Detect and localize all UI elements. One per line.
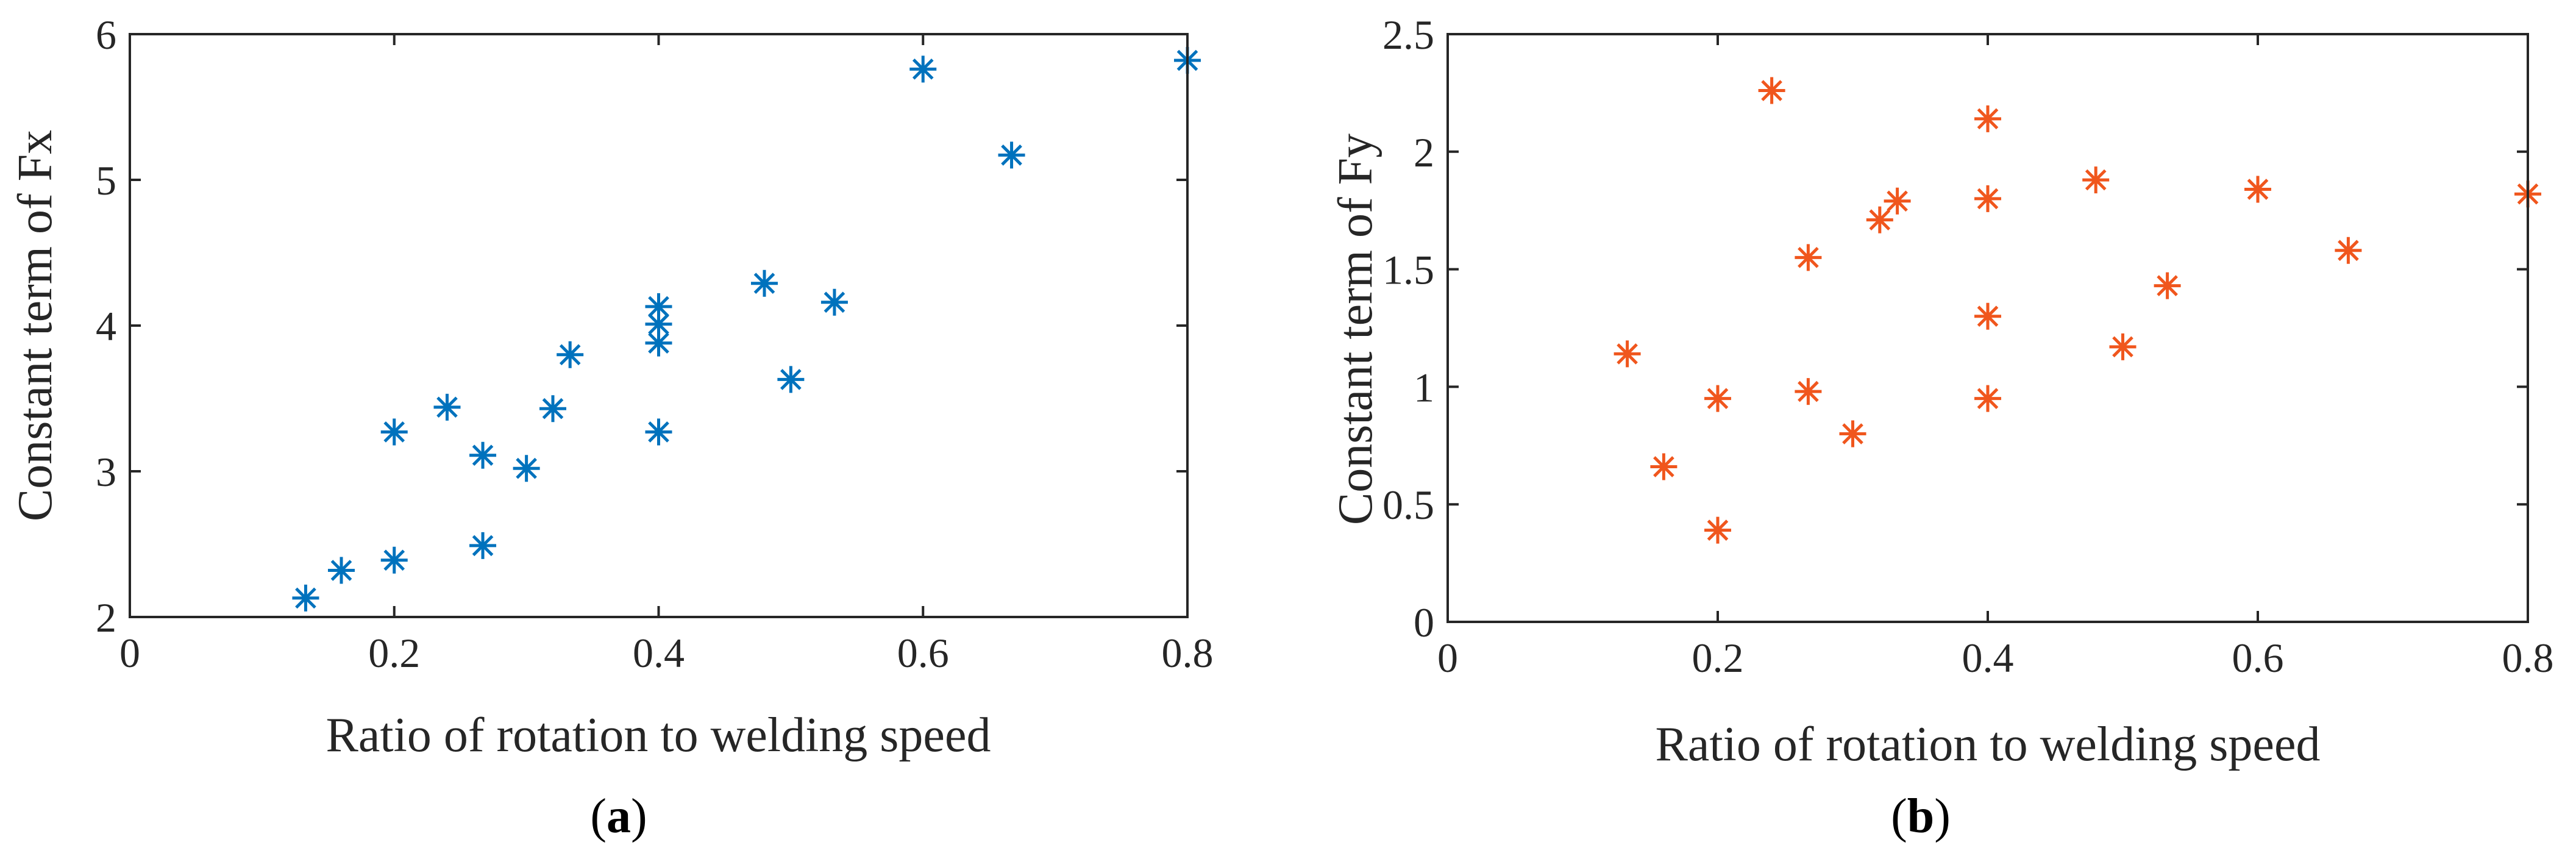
panel-a-caption: (a) (590, 790, 647, 843)
panel-b-data-point (1974, 185, 2001, 212)
panel-a-data-point (557, 341, 584, 368)
panel-b-y-tick-label: 2 (1414, 129, 1434, 176)
panel-b-y-tick-label: 1.5 (1382, 247, 1434, 293)
panel-a-y-axis-label: Constant term of Fx (9, 130, 62, 521)
panel-a-data-point (433, 393, 461, 421)
panel-a-x-axis-label: Ratio of rotation to welding speed (326, 708, 991, 762)
panel-a-marks (292, 47, 1201, 612)
panel-a-data-point (751, 269, 778, 297)
panel-b-data-point (1974, 302, 2001, 330)
panel-b-data-point (2082, 166, 2110, 194)
panel-a-data-point (380, 418, 408, 446)
panel-a-x-axis: 0 0.2 0.4 0.6 0.8 (119, 34, 1214, 676)
panel-b-y-tick-label: 0.5 (1382, 482, 1434, 528)
panel-b-data-point (1795, 244, 1822, 271)
panel-a-data-point (380, 546, 408, 574)
panel-a-x-tick-label: 0.2 (368, 630, 420, 676)
panel-a-y-axis: 2 3 4 5 6 (96, 12, 1187, 641)
panel-b-x-tick-label: 0.4 (1962, 635, 2014, 681)
panel-b-data-point (1650, 453, 1678, 480)
panel-a-data-point (328, 557, 355, 584)
panel-a-data-point (292, 584, 319, 612)
panel-b-y-axis-label: Constant term of Fy (1329, 134, 1382, 525)
panel-b-y-tick-label: 2.5 (1382, 12, 1434, 58)
panel-a-data-point (645, 293, 672, 320)
panel-b-x-tick-label: 0.2 (1692, 635, 1744, 681)
panel-a-y-tick-label: 5 (96, 157, 116, 204)
panel-b-data-point (2154, 272, 2181, 299)
panel-a-y-tick-label: 4 (96, 303, 116, 349)
panel-b-x-tick-label: 0.8 (2502, 635, 2554, 681)
panel-a-data-point (539, 395, 566, 423)
panel-a-y-tick-label: 6 (96, 12, 116, 58)
panel-a-x-tick-label: 0.4 (633, 630, 685, 676)
panel-a-data-point (645, 418, 672, 446)
panel-b-caption: (b) (1891, 790, 1951, 843)
panel-b-data-point (1974, 105, 2001, 132)
panel-b-y-tick-label: 0 (1414, 599, 1434, 646)
panel-a-data-point (513, 455, 540, 482)
panel-b-data-point (2109, 333, 2137, 360)
panel-b-data-point (1795, 378, 1822, 405)
panel-a-x-tick-label: 0.6 (897, 630, 949, 676)
panel-b-x-tick-label: 0 (1437, 635, 1458, 681)
panel-b-marks (1614, 77, 2541, 544)
panel-a-x-tick-label: 0 (119, 630, 140, 676)
panel-b-data-point (1614, 340, 1641, 368)
panel-a: 0 0.2 0.4 0.6 0.8 2 3 4 5 6 Ratio of rotation to… (9, 12, 1214, 843)
panel-b-data-point (2244, 176, 2271, 203)
panel-a-data-point (469, 532, 497, 559)
panel-a-data-point (909, 55, 937, 83)
panel-a-data-point (820, 288, 848, 316)
panel-b-x-tick-label: 0.6 (2232, 635, 2284, 681)
panel-a-data-point (469, 441, 497, 469)
panel-a-data-point (777, 366, 805, 393)
panel-b-data-point (1866, 206, 1893, 234)
panel-b-x-axis: 0 0.2 0.4 0.6 0.8 (1437, 34, 2554, 681)
panel-b-data-point (1758, 77, 1785, 104)
panel-b-y-axis: 0 0.5 1 1.5 2 2.5 (1382, 12, 2528, 646)
panel-a-y-tick-label: 2 (96, 594, 116, 641)
panel-b-data-point (1884, 187, 1911, 215)
panel-b-x-axis-label: Ratio of rotation to welding speed (1656, 718, 2321, 771)
panel-b: 0 0.2 0.4 0.6 0.8 0 0.5 1 1.5 2 2.5 Ratio of rota… (1329, 12, 2554, 843)
panel-b-data-point (1704, 516, 1731, 544)
panel-b-data-point (2335, 237, 2362, 264)
panel-b-data-point (1839, 420, 1866, 448)
panel-b-y-tick-label: 1 (1414, 364, 1434, 410)
panel-a-x-tick-label: 0.8 (1162, 630, 1214, 676)
panel-a-y-tick-label: 3 (96, 449, 116, 495)
panel-a-data-point (998, 141, 1025, 169)
panel-b-data-point (1704, 385, 1731, 412)
panel-b-data-point (1974, 385, 2001, 412)
